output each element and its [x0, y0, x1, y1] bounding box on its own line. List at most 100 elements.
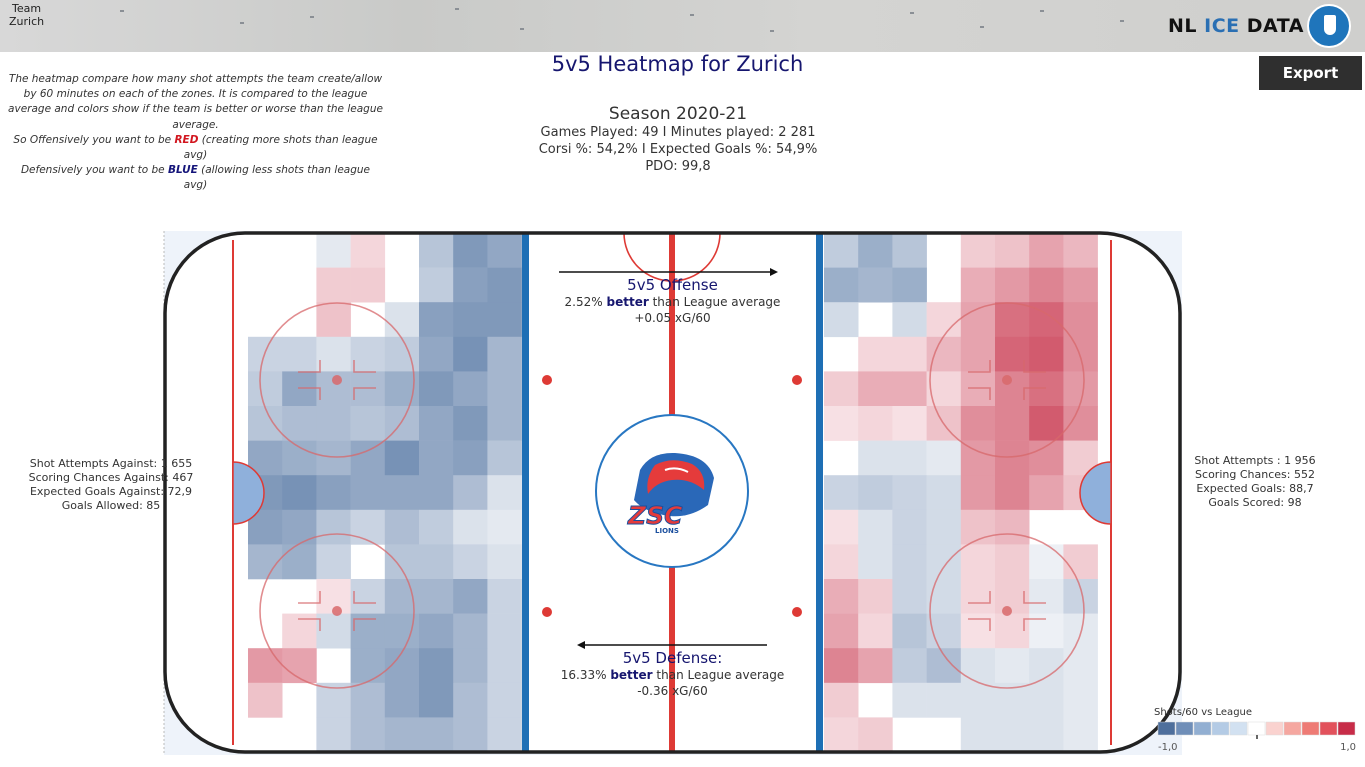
- logo-text: NL ICE DATA: [1168, 15, 1304, 37]
- offense-zone-cell: [960, 233, 996, 268]
- legend-min: -1,0: [1158, 742, 1178, 753]
- offense-zone-cell: [1063, 717, 1098, 752]
- offense-zone-cell: [995, 475, 1030, 511]
- offense-zone-cell: [824, 544, 859, 580]
- team-label-title: Team: [12, 2, 42, 15]
- defense-zone-cell: [316, 440, 351, 476]
- season-stats: Season 2020-21 Games Played: 49 I Minute…: [478, 104, 878, 175]
- shot-attempts: Shot Attempts : 1 956: [1194, 454, 1316, 467]
- offense-zone-cell: [824, 648, 859, 684]
- offense-compare: 2.52% better than League average: [530, 294, 815, 310]
- defense-zone-cell: [419, 509, 454, 545]
- offense-zone-cell: [1063, 302, 1098, 338]
- defense-zone-cell: [384, 682, 420, 718]
- explanation-text: The heatmap compare how many shot attemp…: [8, 72, 383, 194]
- team-filter-label[interactable]: Team Zurich: [9, 2, 44, 28]
- offense-zone-cell: [1063, 267, 1098, 303]
- neutral-dot-4: [792, 607, 802, 617]
- offense-zone-cell: [824, 267, 859, 303]
- left-goal-crease: [232, 461, 265, 525]
- defense-zone-cell: [384, 509, 420, 545]
- offense-zone-cell: [892, 682, 927, 718]
- legend-swatch: [1157, 721, 1176, 736]
- offense-zone-cell: [892, 579, 927, 614]
- legend-swatch: [1211, 721, 1230, 736]
- offense-zone-cell: [1063, 579, 1098, 614]
- offense-zone-cell: [858, 371, 893, 407]
- offense-zone-cell: [858, 509, 893, 545]
- defense-zone-cell: [316, 613, 351, 649]
- offense-zone-cell: [824, 371, 859, 407]
- logo-ice: ICE: [1204, 15, 1240, 37]
- expected-goals-against: Expected Goals Against: 72,9: [29, 485, 193, 498]
- offense-zone-cell: [995, 717, 1030, 752]
- defense-zone-cell: [487, 509, 522, 545]
- explanation-blue-word: BLUE: [167, 164, 198, 177]
- defense-zone-cell: [487, 371, 522, 407]
- neutral-dot-1: [542, 375, 552, 385]
- offense-summary: 5v5 Offense 2.52% better than League ave…: [530, 276, 815, 326]
- offense-zone-cell: [1063, 233, 1098, 268]
- defense-xg: -0.36 xG/60: [637, 684, 708, 698]
- offense-zone-cell: [926, 509, 962, 545]
- defense-title: 5v5 Defense:: [622, 649, 723, 667]
- export-button[interactable]: Export: [1259, 56, 1362, 90]
- defense-zone-cell: [453, 440, 488, 476]
- offense-zone-cell: [892, 233, 927, 268]
- legend-swatch: [1319, 721, 1338, 736]
- defense-zone-cell: [316, 267, 351, 303]
- legend-swatch: [1283, 721, 1302, 736]
- defense-zone-cell: [419, 613, 454, 649]
- offense-zone-cell: [892, 371, 927, 407]
- offense-zone-cell: [960, 717, 996, 752]
- defense-zone-cell: [487, 267, 522, 303]
- offense-zone-cell: [1029, 406, 1064, 441]
- offense-zone-cell: [995, 302, 1030, 338]
- offense-zone-cell: [824, 406, 859, 441]
- defense-zone-cell: [419, 233, 454, 268]
- rink-boards: [163, 231, 1182, 754]
- offense-zone-cell: [1063, 544, 1098, 580]
- offense-zone-cell: [995, 648, 1030, 684]
- offense-word: better: [606, 295, 649, 309]
- faceoff-dot-dz-top: [332, 375, 342, 385]
- svg-text:ZSC: ZSC: [627, 501, 683, 530]
- offense-zone-cell: [960, 648, 996, 684]
- offense-zone-cell: [926, 336, 962, 372]
- offense-zone-cell: [892, 302, 927, 338]
- defense-zone-cell: [487, 336, 522, 372]
- defense-zone-cell: [350, 406, 386, 441]
- defense-zone-cell: [453, 302, 488, 338]
- zsc-lions-logo: ZSC LIONS: [627, 452, 714, 535]
- defense-zone-cell: [487, 406, 522, 441]
- legend-swatch: [1247, 721, 1266, 736]
- shot-attempts-against: Shot Attempts Against: 1 655: [29, 457, 193, 470]
- offense-zone-cell: [892, 613, 927, 649]
- defense-rest: than League average: [656, 668, 785, 682]
- offense-zone-cell: [926, 682, 962, 718]
- defense-zone-cell: [419, 579, 454, 614]
- faceoff-circle-oz-top: [929, 302, 1085, 458]
- defense-arrow-head: [577, 641, 585, 649]
- defense-zone-cell: [248, 648, 283, 684]
- team-label-value: Zurich: [9, 15, 45, 28]
- offense-zone-cell: [858, 267, 893, 303]
- offense-zone-cell: [960, 682, 996, 718]
- defense-zone-cell: [419, 648, 454, 684]
- defense-zone-cell: [350, 475, 386, 511]
- defense-zone-cell: [453, 613, 488, 649]
- faceoff-dot-oz-bottom: [1002, 606, 1012, 616]
- defense-zone-cell: [350, 440, 386, 476]
- offense-zone-cell: [1029, 682, 1064, 718]
- offense-zone-cell: [1029, 233, 1064, 268]
- offense-zone-cell: [926, 440, 962, 476]
- offense-zone-cell: [926, 544, 962, 580]
- logo-nl: NL: [1168, 15, 1198, 37]
- referee-crease: [623, 232, 721, 282]
- explanation-red-word: RED: [174, 133, 199, 146]
- defense-zone-cell: [419, 371, 454, 407]
- explanation-defense: Defensively you want to be BLUE (allowin…: [8, 163, 383, 193]
- legend-swatch: [1337, 721, 1356, 736]
- defense-zone-cell: [487, 648, 522, 684]
